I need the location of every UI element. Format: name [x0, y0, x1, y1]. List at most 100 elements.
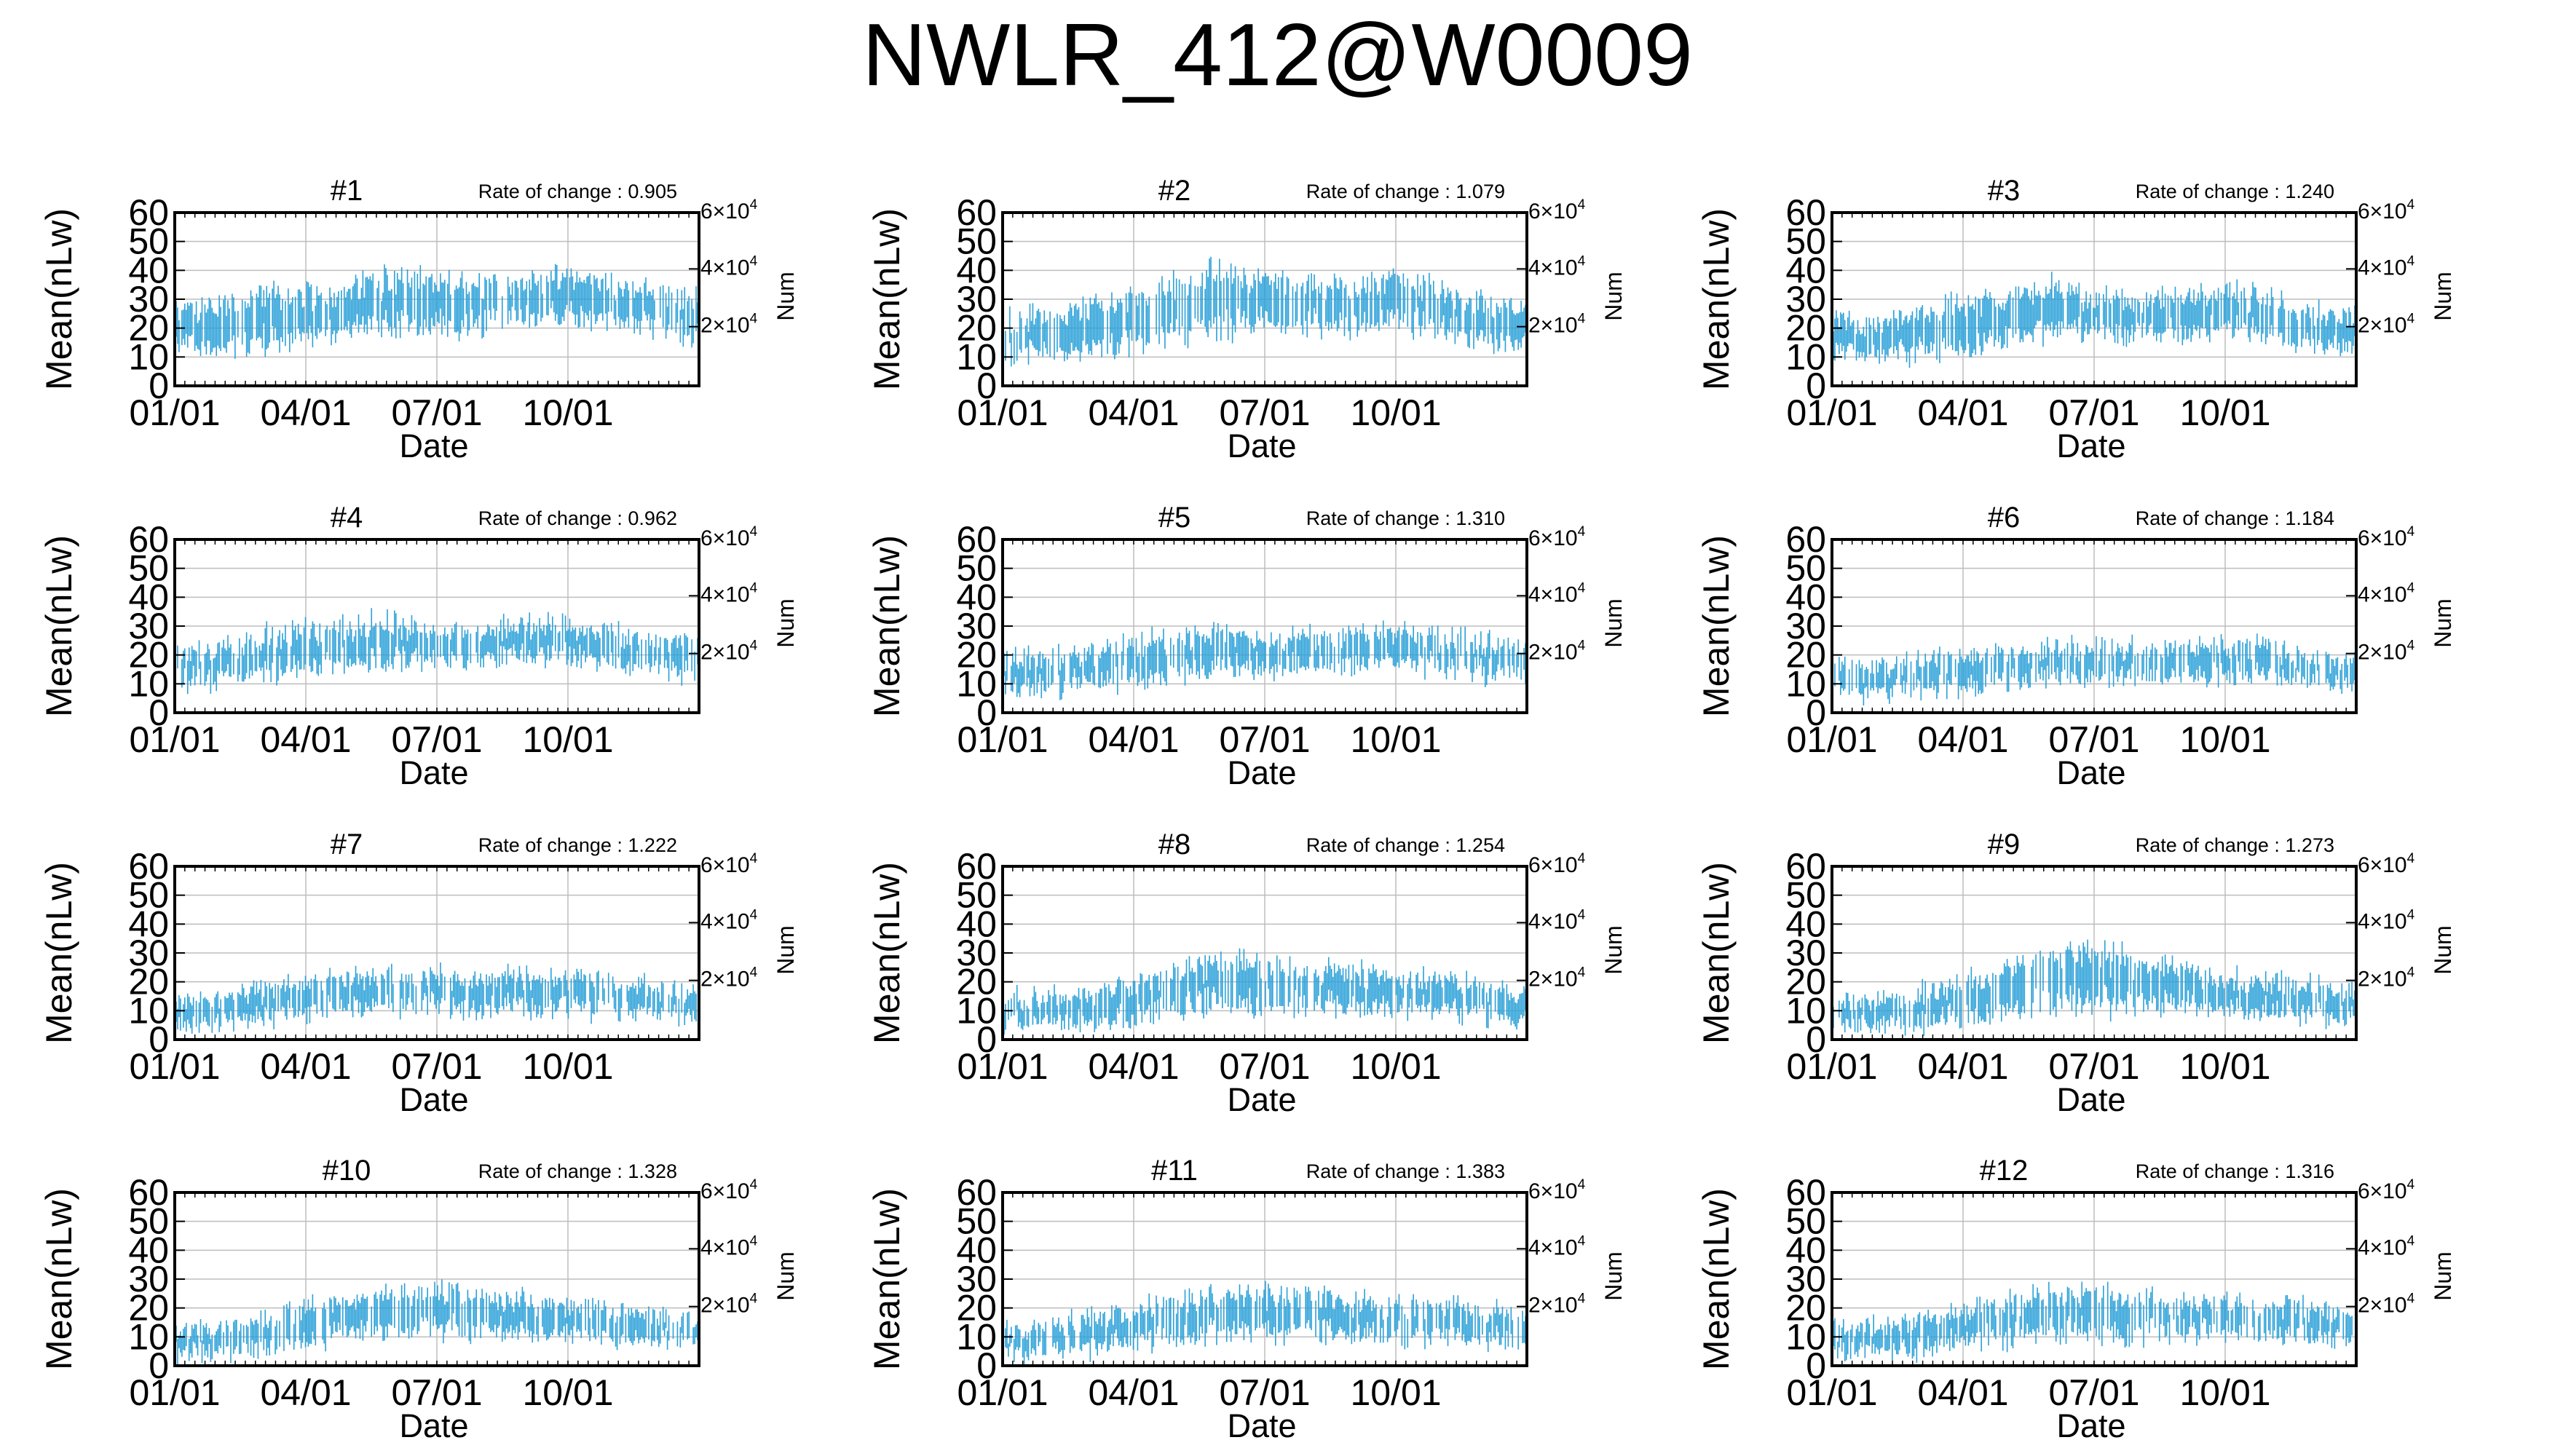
y2-tick-label: 4×104 [2358, 907, 2415, 933]
x-axis-label: Date [399, 1407, 468, 1444]
x-tick-label: 04/01 [1917, 719, 2008, 760]
y-tick-label: 60 [956, 846, 997, 887]
x-tick-label: 07/01 [391, 1046, 482, 1087]
y-tick-label: 50 [956, 548, 997, 589]
y2-axis-label: Num [1600, 1251, 1627, 1301]
x-axis-label: Date [399, 427, 468, 464]
rate-of-change-label: Rate of change : 1.079 [1306, 181, 1505, 202]
panel-title: #3 [1988, 175, 2021, 207]
y2-tick-label: 4×104 [1528, 580, 1586, 606]
panel-title: #7 [331, 828, 363, 860]
y-tick-label: 30 [128, 279, 169, 320]
y2-tick-label: 4×104 [2358, 580, 2415, 606]
x-tick-label: 04/01 [260, 1372, 351, 1413]
y-tick-label: 60 [1785, 519, 1826, 560]
x-tick-label: 10/01 [2179, 1046, 2270, 1087]
y-tick-label: 60 [956, 192, 997, 233]
x-tick-label: 07/01 [2048, 719, 2139, 760]
error-bar-series [1831, 1281, 2353, 1364]
y2-axis-label: Num [773, 925, 799, 975]
rate-of-change-label: Rate of change : 1.383 [1306, 1160, 1505, 1182]
y2-tick-label: 4×104 [700, 253, 758, 280]
x-tick-label: 04/01 [1088, 1046, 1179, 1087]
y-tick-label: 10 [128, 663, 169, 704]
error-bar-series [174, 1279, 698, 1366]
y-axis-label: Mean(nLw) [39, 535, 79, 717]
x-axis-label: Date [2056, 1081, 2125, 1118]
error-bar-series [1002, 1281, 1526, 1365]
y2-tick-label: 2×104 [2358, 965, 2415, 992]
y-tick-label: 50 [956, 1201, 997, 1242]
y-tick-label: 0 [149, 365, 169, 406]
error-bar-series [1831, 272, 2355, 368]
y-tick-label: 0 [976, 1019, 997, 1060]
panel-title: #1 [331, 175, 363, 207]
y-tick-label: 0 [1806, 1019, 1826, 1060]
y2-tick-label: 6×104 [1528, 524, 1586, 550]
y2-tick-label: 2×104 [1528, 638, 1586, 665]
x-axis-label: Date [399, 754, 468, 791]
y-tick-label: 10 [1785, 336, 1826, 377]
y-tick-label: 20 [956, 962, 997, 1002]
y-tick-label: 10 [956, 990, 997, 1031]
y-axis-label: Mean(nLw) [866, 208, 907, 390]
y-tick-label: 20 [956, 308, 997, 349]
panel-title: #10 [323, 1155, 371, 1187]
y-tick-label: 40 [956, 1230, 997, 1270]
y-tick-label: 40 [128, 577, 169, 617]
y-tick-label: 40 [1785, 250, 1826, 290]
y2-tick-label: 2×104 [700, 1291, 758, 1318]
y-axis-label: Mean(nLw) [866, 862, 907, 1044]
x-tick-label: 04/01 [1088, 719, 1179, 760]
y2-tick-label: 4×104 [1528, 1233, 1586, 1259]
y-tick-label: 0 [1806, 365, 1826, 406]
y-tick-label: 0 [976, 692, 997, 733]
y2-axis-label: Num [773, 272, 799, 321]
panel-title: #11 [1151, 1155, 1198, 1187]
x-tick-label: 04/01 [1917, 1046, 2008, 1087]
y-tick-label: 30 [956, 933, 997, 973]
x-tick-label: 04/01 [1917, 392, 2008, 433]
y2-axis-label: Num [773, 1251, 799, 1301]
rate-of-change-label: Rate of change : 0.905 [478, 181, 677, 202]
y2-tick-label: 6×104 [2358, 851, 2415, 877]
y2-axis-label: Num [2430, 272, 2456, 321]
y-tick-label: 60 [128, 519, 169, 560]
y2-axis-label: Num [2430, 598, 2456, 648]
y-tick-label: 60 [1785, 192, 1826, 233]
y-tick-label: 20 [128, 962, 169, 1002]
x-tick-label: 10/01 [1350, 392, 1441, 433]
y2-tick-label: 6×104 [700, 1177, 758, 1203]
y-tick-label: 20 [1785, 635, 1826, 676]
panel-title: #6 [1988, 502, 2021, 534]
error-bar-series [1833, 939, 2355, 1036]
x-tick-label: 10/01 [522, 1046, 613, 1087]
y-tick-label: 10 [1785, 663, 1826, 704]
y2-axis-label: Num [1600, 272, 1627, 321]
x-tick-label: 10/01 [522, 1372, 613, 1413]
x-tick-label: 10/01 [1350, 719, 1441, 760]
y2-tick-label: 2×104 [1528, 965, 1586, 992]
x-tick-label: 01/01 [129, 719, 220, 760]
x-tick-label: 07/01 [391, 392, 482, 433]
y-axis-label: Mean(nLw) [1696, 535, 1737, 717]
x-tick-label: 07/01 [2048, 1046, 2139, 1087]
x-tick-label: 07/01 [1219, 719, 1310, 760]
y-tick-label: 0 [976, 365, 997, 406]
x-tick-label: 10/01 [2179, 719, 2270, 760]
y-tick-label: 40 [956, 903, 997, 944]
y-tick-label: 50 [128, 1201, 169, 1242]
x-tick-label: 10/01 [522, 392, 613, 433]
error-bar-series [1003, 948, 1526, 1035]
y-tick-label: 10 [128, 1316, 169, 1357]
y-tick-label: 30 [956, 1259, 997, 1299]
y-tick-label: 20 [128, 308, 169, 349]
x-axis-label: Date [2056, 754, 2125, 791]
y-tick-label: 50 [956, 221, 997, 262]
panel-title: #5 [1158, 502, 1191, 534]
